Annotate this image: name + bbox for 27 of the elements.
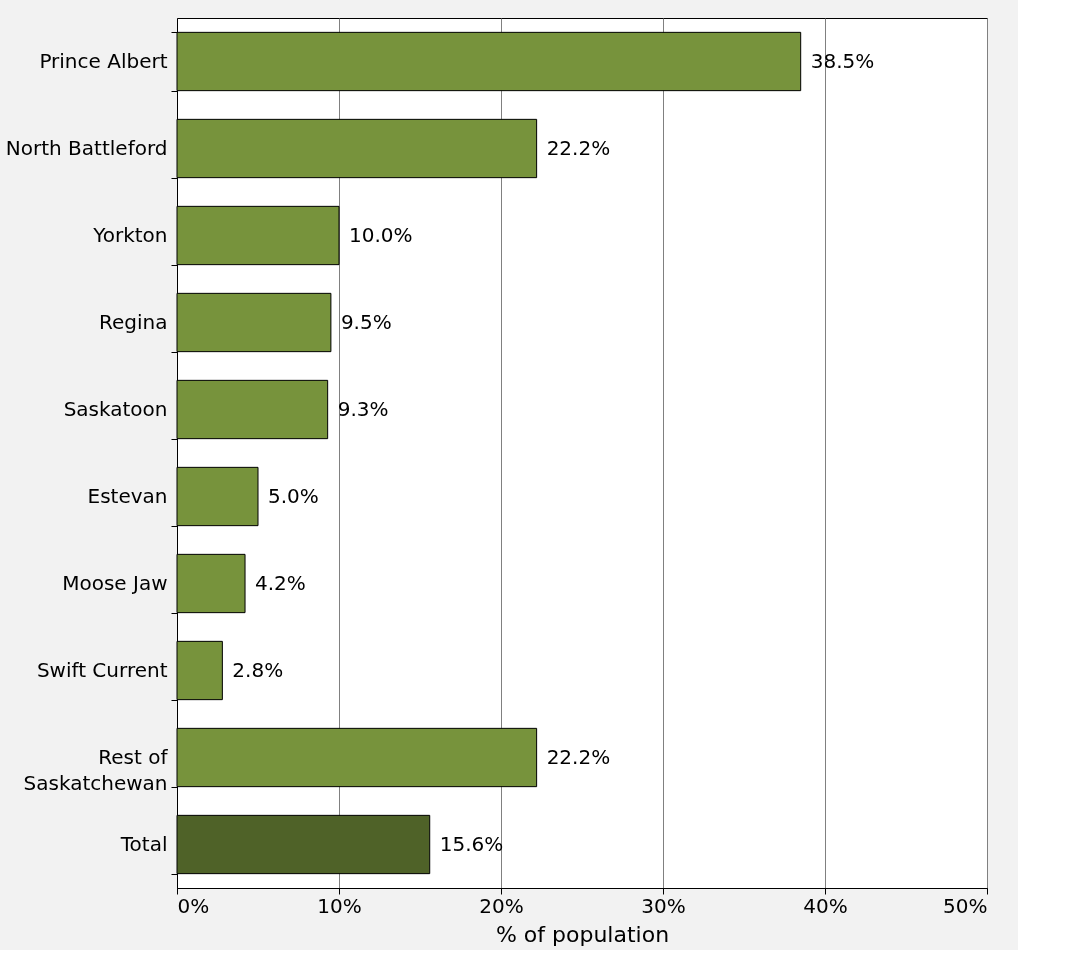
data-label: 38.5% [810, 48, 875, 73]
x-tick-label: 50% [943, 893, 988, 918]
y-tick-label: Regina [99, 310, 168, 334]
data-label: 10.0% [349, 222, 413, 247]
y-tick-label: Yorkton [92, 223, 168, 247]
y-tick-label: Prince Albert [39, 49, 168, 73]
x-tick-label: 20% [479, 893, 524, 918]
y-tick-label: Rest of Saskatchewan [23, 745, 169, 795]
x-tick-label: 40% [803, 893, 848, 918]
y-tick-label: Swift Current [36, 658, 168, 682]
x-tick-label: 0% [177, 893, 210, 918]
data-label: 5.0% [268, 483, 319, 508]
data-label: 9.3% [337, 396, 389, 421]
x-axis-title: % of population [495, 921, 670, 947]
data-label: 2.8% [232, 657, 284, 682]
y-tick-label: Estevan [87, 484, 168, 508]
y-tick-label: Total [119, 832, 168, 856]
data-label: 22.2% [546, 744, 611, 769]
data-label: 22.2% [546, 135, 611, 160]
y-tick-label: Moose Jaw [62, 571, 168, 595]
x-tick-label: 30% [641, 893, 686, 918]
x-tick-label: 10% [317, 893, 362, 918]
data-label: 4.2% [255, 570, 306, 595]
y-tick-label: North Battleford [5, 136, 168, 160]
data-label: 9.5% [340, 309, 392, 334]
y-tick-label: Saskatoon [63, 397, 168, 421]
data-label: 15.6% [439, 831, 504, 856]
